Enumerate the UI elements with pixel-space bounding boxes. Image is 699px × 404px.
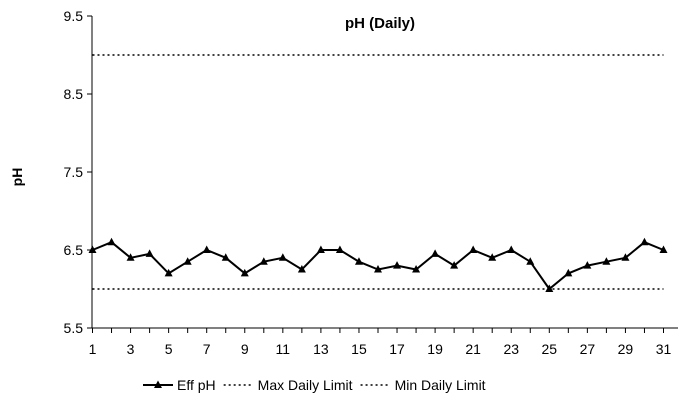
data-point: [602, 257, 611, 265]
data-point: [202, 245, 211, 253]
data-point: [469, 245, 478, 253]
data-point: [259, 257, 268, 265]
data-point: [297, 265, 306, 273]
data-point: [526, 257, 535, 265]
x-tick-label: 9: [241, 341, 249, 357]
y-tick-label: 5.5: [64, 320, 84, 336]
x-tick-label: 21: [465, 341, 481, 357]
series-eff-ph: [88, 237, 668, 292]
data-point: [221, 253, 230, 261]
legend-item: Min Daily Limit: [360, 377, 486, 393]
data-point: [431, 249, 440, 257]
legend: Eff pH Max Daily Limit Min Daily Limit: [143, 377, 486, 393]
x-tick-label: 29: [618, 341, 634, 357]
x-tick-label: 17: [389, 341, 405, 357]
y-tick-label: 9.5: [64, 8, 84, 24]
axes: 9.58.57.56.55.51 3 5 7 9 11 13 15 17 19 21 23 25 27 29…: [64, 8, 678, 357]
legend-label: Min Daily Limit: [395, 377, 486, 393]
series-layer: [88, 54, 668, 292]
x-tick-label: 31: [656, 341, 672, 357]
data-point: [583, 261, 592, 269]
data-point: [164, 268, 173, 277]
legend-item: Max Daily Limit: [223, 377, 353, 393]
legend-marker: [154, 380, 162, 388]
legend-label: Max Daily Limit: [258, 377, 353, 393]
data-point: [88, 245, 97, 253]
x-tick-label: 15: [351, 341, 367, 357]
data-point: [564, 268, 573, 277]
data-point: [335, 245, 344, 253]
data-point: [412, 265, 421, 273]
x-tick-label: 19: [427, 341, 443, 357]
data-point: [240, 268, 249, 277]
data-point: [393, 261, 402, 269]
data-point: [183, 257, 192, 265]
x-tick-label: 27: [580, 341, 596, 357]
data-point: [507, 245, 516, 253]
x-tick-label: 1: [89, 341, 97, 357]
data-point: [640, 237, 649, 246]
x-tick-label: 5: [165, 341, 173, 357]
chart-title: pH (Daily): [345, 15, 415, 32]
legend-item: Eff pH: [143, 377, 216, 393]
data-point: [374, 265, 382, 273]
data-point: [278, 253, 287, 261]
data-point: [450, 261, 459, 269]
x-tick-label: 3: [127, 341, 135, 357]
x-tick-label: 25: [542, 341, 558, 357]
x-tick-label: 7: [203, 341, 211, 357]
data-point: [659, 245, 668, 253]
x-tick-label: 11: [276, 341, 291, 357]
data-point: [354, 257, 363, 265]
data-point: [126, 253, 135, 261]
data-point: [621, 253, 630, 261]
data-point: [316, 245, 325, 253]
y-tick-label: 7.5: [64, 164, 84, 180]
y-axis-label: pH: [9, 168, 25, 187]
y-tick-label: 8.5: [64, 86, 84, 102]
x-tick-label: 23: [503, 341, 519, 357]
data-point: [145, 249, 154, 257]
y-tick-label: 6.5: [64, 242, 84, 258]
data-point: [107, 237, 116, 246]
data-point: [488, 253, 497, 261]
x-tick-label: 13: [313, 341, 329, 357]
legend-label: Eff pH: [177, 377, 216, 393]
